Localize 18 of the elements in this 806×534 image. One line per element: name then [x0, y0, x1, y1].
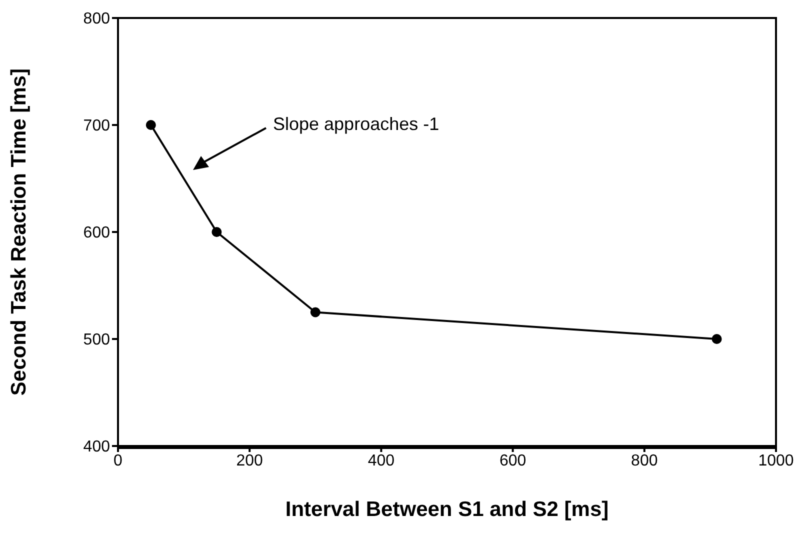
x-tick-label: 200 — [236, 452, 264, 470]
y-tick-label: 700 — [83, 118, 110, 135]
point — [212, 227, 222, 237]
x-tick-label: 400 — [368, 452, 395, 470]
x-tick-label: 800 — [631, 452, 658, 470]
x-tick-label: 1000 — [758, 452, 794, 470]
point — [310, 307, 320, 318]
x-tick-label: 0 — [114, 452, 123, 470]
x-tick-label: 600 — [499, 452, 526, 470]
y-tick-label: 600 — [83, 224, 110, 242]
annotation: Slope approaches -1 — [273, 114, 440, 135]
point — [146, 120, 156, 130]
point — [712, 334, 722, 344]
y-tick-label: 500 — [83, 332, 110, 349]
y-tick-label: 400 — [83, 438, 110, 456]
y-axis-title: Second Task Reaction Time [ms] — [7, 68, 30, 396]
y-tick-label: 800 — [83, 10, 110, 28]
x-axis-title: Interval Between S1 and S2 [ms] — [285, 498, 609, 521]
